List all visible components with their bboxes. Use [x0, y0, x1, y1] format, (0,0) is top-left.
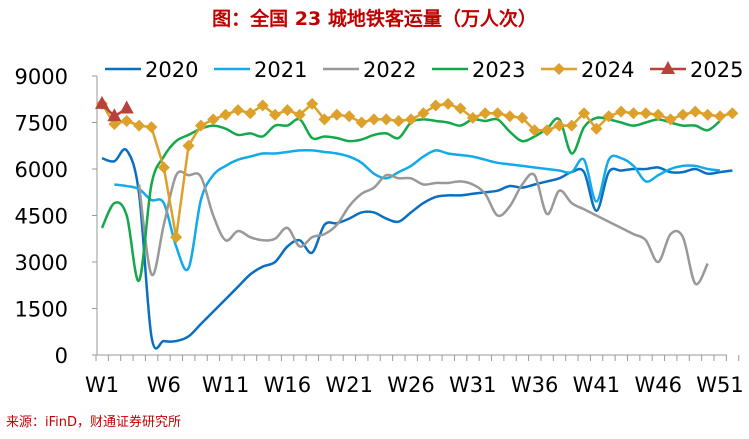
legend-label-2024: 2024	[581, 58, 634, 82]
data-point-2024	[726, 107, 739, 120]
legend-marker-2025	[661, 61, 675, 74]
x-tick-label: W26	[387, 373, 435, 397]
source-note: 来源：iFinD，财通证券研究所	[6, 415, 182, 430]
data-point-2024	[194, 119, 207, 132]
data-point-2024	[627, 107, 640, 120]
x-tick-label: W1	[85, 373, 119, 397]
data-point-2024	[466, 111, 479, 124]
x-tick-label: W36	[511, 373, 559, 397]
data-point-2024	[133, 119, 146, 132]
y-tick-label: 0	[55, 344, 68, 368]
data-point-2024	[540, 124, 553, 137]
data-point-2024	[417, 107, 430, 120]
data-point-2024	[367, 113, 380, 126]
legend-label-2022: 2022	[363, 58, 416, 82]
x-tick-label: W46	[634, 373, 682, 397]
data-point-2024	[479, 107, 492, 120]
series-line-2023	[100, 116, 721, 282]
data-point-2024	[120, 114, 133, 127]
data-point-2024	[602, 110, 615, 123]
y-tick-label: 7500	[15, 112, 68, 136]
data-point-2025	[107, 108, 122, 122]
data-point-2024	[343, 110, 356, 123]
data-point-2024	[355, 116, 368, 129]
data-point-2024	[590, 122, 603, 135]
data-point-2024	[503, 110, 516, 123]
chart-title: 图：全国 23 城地铁客运量（万人次）	[212, 8, 537, 30]
data-point-2024	[652, 108, 665, 121]
data-point-2024	[281, 104, 294, 117]
data-point-2024	[318, 113, 331, 126]
data-point-2025	[119, 100, 134, 114]
data-point-2024	[578, 107, 591, 120]
x-tick-label: W31	[449, 373, 497, 397]
series-line-2022	[137, 170, 709, 286]
data-point-2024	[516, 111, 529, 124]
data-point-2024	[182, 139, 195, 152]
data-point-2024	[676, 108, 689, 121]
data-point-2025	[95, 95, 109, 109]
x-tick-label: W16	[264, 373, 312, 397]
y-tick-label: 4500	[15, 205, 68, 229]
series-line-2024	[100, 102, 733, 238]
data-point-2024	[157, 161, 170, 174]
data-point-2024	[429, 99, 442, 112]
data-point-2024	[664, 113, 677, 126]
data-point-2024	[219, 108, 232, 121]
data-point-2024	[392, 114, 405, 127]
data-point-2024	[207, 113, 220, 126]
data-point-2024	[615, 105, 628, 118]
y-tick-label: 6000	[15, 158, 68, 182]
data-point-2024	[454, 102, 467, 115]
data-point-2024	[528, 124, 541, 137]
series-line-2021	[114, 148, 721, 272]
x-tick-label: W41	[573, 373, 621, 397]
data-point-2024	[553, 119, 566, 132]
data-point-2024	[231, 104, 244, 117]
data-point-2024	[380, 113, 393, 126]
data-point-2024	[244, 107, 257, 120]
legend-label-2025: 2025	[690, 58, 743, 82]
x-tick-label: W6	[147, 373, 181, 397]
legend-label-2020: 2020	[145, 58, 198, 82]
y-tick-label: 3000	[15, 251, 68, 275]
x-tick-label: W21	[325, 373, 373, 397]
data-point-2024	[565, 119, 578, 132]
data-point-2024	[442, 97, 455, 110]
x-tick-label: W51	[696, 373, 744, 397]
data-point-2024	[330, 108, 343, 121]
data-point-2024	[491, 107, 504, 120]
x-tick-label: W11	[202, 373, 250, 397]
data-point-2024	[689, 105, 702, 118]
series-line-2020	[101, 148, 733, 350]
data-point-2024	[145, 121, 158, 134]
legend-label-2023: 2023	[472, 58, 525, 82]
data-point-2024	[170, 231, 183, 244]
legend-marker-2024	[553, 63, 565, 75]
y-tick-label: 9000	[15, 65, 68, 89]
data-point-2024	[269, 108, 282, 121]
data-point-2024	[405, 113, 417, 126]
data-point-2024	[714, 110, 726, 123]
data-point-2024	[306, 97, 319, 110]
y-tick-label: 1500	[15, 298, 68, 322]
data-point-2024	[639, 107, 652, 120]
legend-label-2021: 2021	[254, 58, 307, 82]
data-point-2024	[701, 108, 714, 121]
data-point-2024	[256, 99, 269, 112]
data-point-2024	[293, 108, 306, 121]
